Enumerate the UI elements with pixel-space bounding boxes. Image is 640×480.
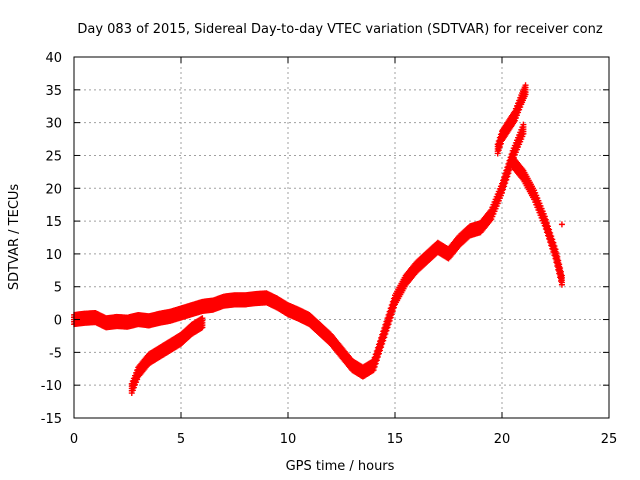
x-tick-label: 15 (387, 432, 404, 447)
plus-marker (555, 257, 562, 264)
x-tick-label: 0 (70, 432, 78, 447)
y-tick-label: 10 (45, 248, 62, 263)
y-tick-label: -15 (41, 412, 62, 427)
plus-marker (558, 272, 565, 279)
series-falling-tail (509, 154, 565, 288)
plus-marker (550, 239, 557, 246)
y-tick-label: 30 (45, 117, 62, 132)
plus-marker (543, 220, 550, 227)
plus-marker (520, 121, 527, 128)
plus-marker (541, 213, 548, 220)
axis-ticks: 0 5 10 15 20 25 -15 -10 -5 0 5 10 15 20 25 30 35 40 (41, 51, 618, 447)
chart-title: Day 083 of 2015, Sidereal Day-to-day VTE… (77, 22, 602, 37)
plus-marker (549, 236, 556, 243)
y-tick-label: -10 (41, 379, 62, 394)
plus-marker (199, 315, 206, 322)
y-tick-label: 5 (54, 281, 62, 296)
y-tick-label: 15 (45, 215, 62, 230)
plus-marker (546, 226, 553, 233)
y-tick-label: 35 (45, 84, 62, 99)
plus-marker (522, 82, 529, 89)
y-tick-label: 0 (54, 314, 62, 329)
series-isolated-point (558, 221, 565, 228)
y-tick-label: 40 (45, 51, 62, 66)
plus-marker (547, 229, 554, 236)
plus-marker (556, 261, 563, 268)
grid-lines (74, 57, 609, 418)
plot-frame (73, 56, 610, 419)
plus-marker (551, 243, 558, 250)
x-axis-label: GPS time / hours (286, 459, 395, 474)
x-tick-label: 10 (280, 432, 297, 447)
y-tick-label: 20 (45, 182, 62, 197)
plus-marker (542, 216, 549, 223)
x-tick-label: 5 (177, 432, 185, 447)
plus-marker (557, 265, 564, 272)
x-tick-label: 20 (494, 432, 511, 447)
series-upper-branch (494, 82, 529, 157)
data-series (71, 82, 565, 397)
series-early-branch (128, 315, 206, 397)
plus-marker (553, 250, 560, 257)
plus-marker (552, 246, 559, 253)
plus-marker (554, 253, 561, 260)
y-axis-label: SDTVAR / TECUs (7, 184, 22, 291)
plus-marker (545, 223, 552, 230)
y-tick-label: -5 (49, 346, 62, 361)
series-main-trace (71, 121, 527, 380)
y-tick-label: 25 (45, 149, 62, 164)
plus-marker (558, 268, 565, 275)
plus-marker (558, 221, 565, 228)
x-tick-label: 25 (601, 432, 618, 447)
plus-marker (548, 233, 555, 240)
